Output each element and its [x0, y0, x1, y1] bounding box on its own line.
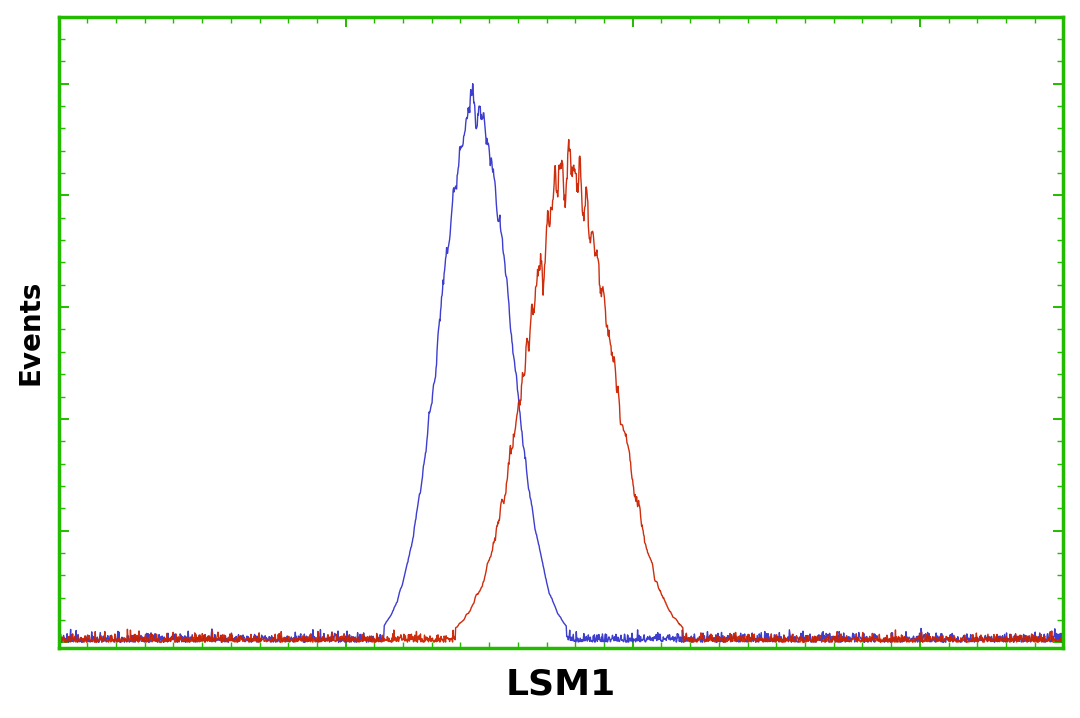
X-axis label: LSM1: LSM1 [505, 667, 616, 701]
Y-axis label: Events: Events [16, 279, 44, 385]
